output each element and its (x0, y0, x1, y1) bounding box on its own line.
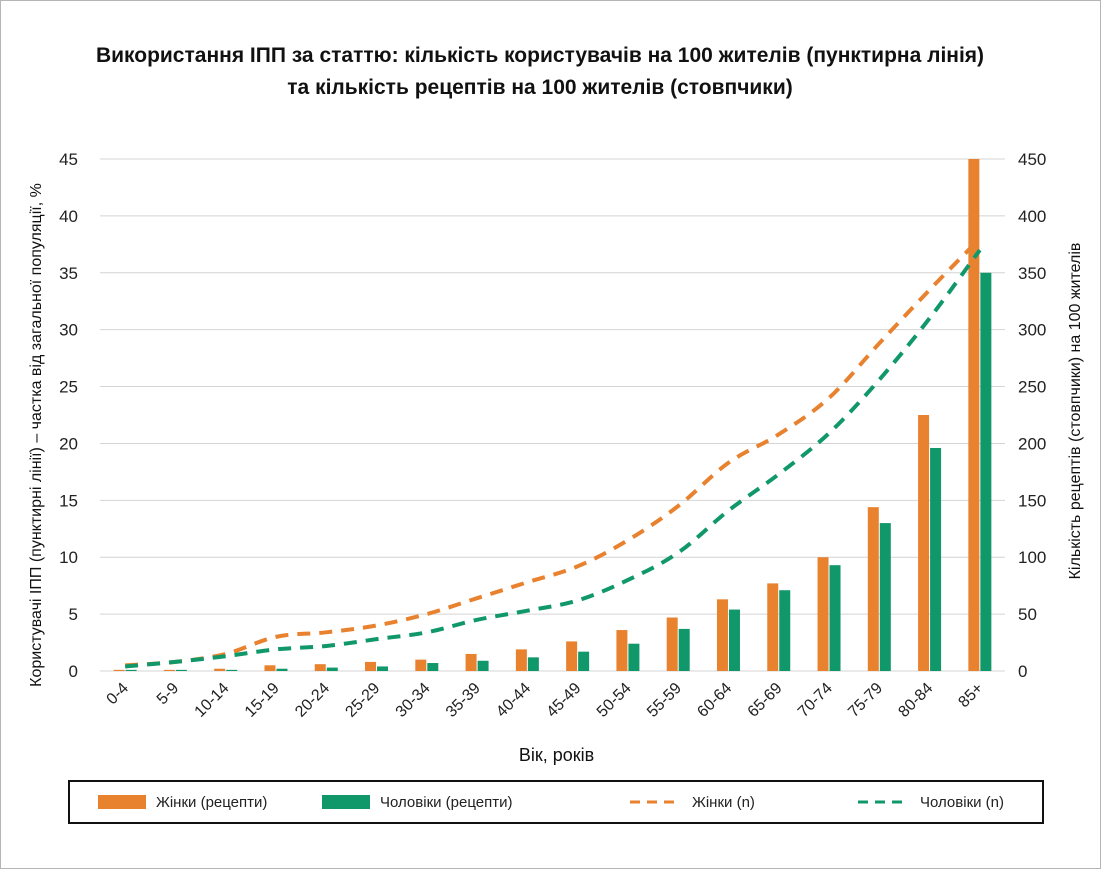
legend-label-male-bars: Чоловіки (рецепти) (380, 793, 513, 811)
x-tick-label: 0-4 (104, 680, 132, 708)
bar-male (226, 669, 238, 671)
x-tick-label: 75-79 (845, 680, 886, 721)
bar-female (113, 669, 125, 671)
bar-male (125, 669, 137, 671)
x-axis-title: Вік, років (519, 745, 594, 765)
bar-female (566, 641, 578, 671)
bar-female (465, 653, 477, 671)
y-left-tick-label: 45 (59, 150, 78, 169)
legend-item-male-bars: Чоловіки (рецепти) (322, 782, 513, 822)
x-tick-label: 10-14 (192, 680, 233, 721)
y-right-tick-label: 450 (1018, 150, 1046, 169)
chart-legend: Жінки (рецепти) Чоловіки (рецепти) Жінки… (68, 780, 1044, 824)
x-tick-label: 20-24 (292, 680, 333, 721)
bar-female (616, 630, 628, 671)
bar-male (779, 590, 791, 671)
bar-female (968, 159, 980, 671)
x-tick-label: 60-64 (694, 680, 735, 721)
y-left-tick-label: 40 (59, 207, 78, 226)
x-tick-label: 70-74 (795, 680, 836, 721)
bar-female (415, 659, 427, 671)
x-tick-label: 65-69 (745, 680, 786, 721)
bar-female (214, 668, 226, 671)
bar-female (867, 507, 879, 671)
y-right-tick-label: 400 (1018, 207, 1046, 226)
bar-male (930, 447, 942, 671)
bar-male (980, 272, 992, 671)
y-right-tick-label: 150 (1018, 491, 1046, 510)
bar-male (829, 565, 841, 671)
line-female (125, 237, 982, 668)
line-male (124, 248, 982, 669)
bar-female (666, 617, 678, 671)
y-left-tick-label: 15 (59, 491, 78, 510)
y-left-tick-label: 30 (59, 321, 78, 340)
bar-male (477, 660, 489, 671)
x-tick-label: 15-19 (242, 680, 283, 721)
x-tick-label: 5-9 (154, 680, 182, 708)
bar-male (527, 657, 539, 671)
bar-male (377, 666, 389, 671)
legend-label-female-line: Жінки (n) (692, 793, 755, 811)
x-tick-label: 30-34 (393, 680, 434, 721)
bar-female (163, 669, 175, 671)
bar-female (314, 664, 326, 671)
bar-male (578, 651, 590, 671)
legend-item-male-line: Чоловіки (n) (858, 782, 1004, 822)
y-left-tick-label: 0 (69, 662, 78, 681)
y-left-tick-label: 5 (69, 605, 78, 624)
legend-swatch-female-bars (98, 795, 146, 809)
bar-female (817, 557, 829, 671)
y-right-tick-label: 0 (1018, 662, 1027, 681)
bar-female (264, 665, 276, 671)
bar-female (767, 583, 779, 671)
bar-male (728, 609, 740, 671)
x-tick-label: 45-49 (544, 680, 585, 721)
bar-female (716, 599, 728, 671)
legend-label-female-bars: Жінки (рецепти) (156, 793, 268, 811)
bar-male (326, 667, 338, 671)
bar-male (879, 523, 891, 671)
y-right-tick-label: 350 (1018, 264, 1046, 283)
legend-swatch-male-line (858, 800, 908, 804)
y-right-tick-label: 250 (1018, 378, 1046, 397)
bar-female (365, 661, 377, 671)
bar-male (276, 668, 288, 671)
legend-item-female-bars: Жінки (рецепти) (98, 782, 267, 822)
x-tick-label: 80-84 (895, 680, 936, 721)
bar-female (515, 649, 527, 671)
bar-male (628, 643, 640, 671)
legend-swatch-female-line (630, 800, 680, 804)
bar-male (427, 663, 439, 671)
chart-title: Використання ІПП за статтю: кількість ко… (0, 40, 1080, 104)
legend-item-female-line: Жінки (n) (630, 782, 755, 822)
y-right-axis-title: Кількість рецептів (стовпчики) на 100 жи… (1067, 243, 1084, 580)
x-tick-label: 25-29 (342, 680, 383, 721)
y-right-tick-label: 50 (1018, 605, 1037, 624)
chart-title-line-1: Використання ІПП за статтю: кількість ко… (95, 44, 985, 67)
y-left-tick-label: 20 (59, 434, 78, 453)
x-tick-label: 50-54 (594, 680, 635, 721)
y-right-tick-label: 300 (1018, 321, 1046, 340)
chart-title-line-2: та кількість рецептів на 100 жителів (ст… (287, 76, 793, 99)
y-right-tick-label: 200 (1018, 434, 1046, 453)
bar-male (175, 669, 187, 671)
x-tick-label: 85+ (955, 680, 986, 711)
y-left-tick-label: 10 (59, 548, 78, 567)
y-left-axis-title: Користувачі ІПП (пунктирні лінії) – част… (28, 183, 45, 687)
x-tick-label: 55-59 (644, 680, 685, 721)
x-tick-label: 40-44 (493, 680, 534, 721)
y-right-tick-label: 100 (1018, 548, 1046, 567)
bar-male (678, 628, 690, 671)
x-tick-label: 35-39 (443, 680, 484, 721)
y-left-tick-label: 35 (59, 264, 78, 283)
legend-label-male-line: Чоловіки (n) (920, 793, 1005, 811)
y-left-tick-label: 25 (59, 378, 78, 397)
legend-swatch-male-bars (322, 795, 370, 809)
bar-female (918, 415, 930, 671)
